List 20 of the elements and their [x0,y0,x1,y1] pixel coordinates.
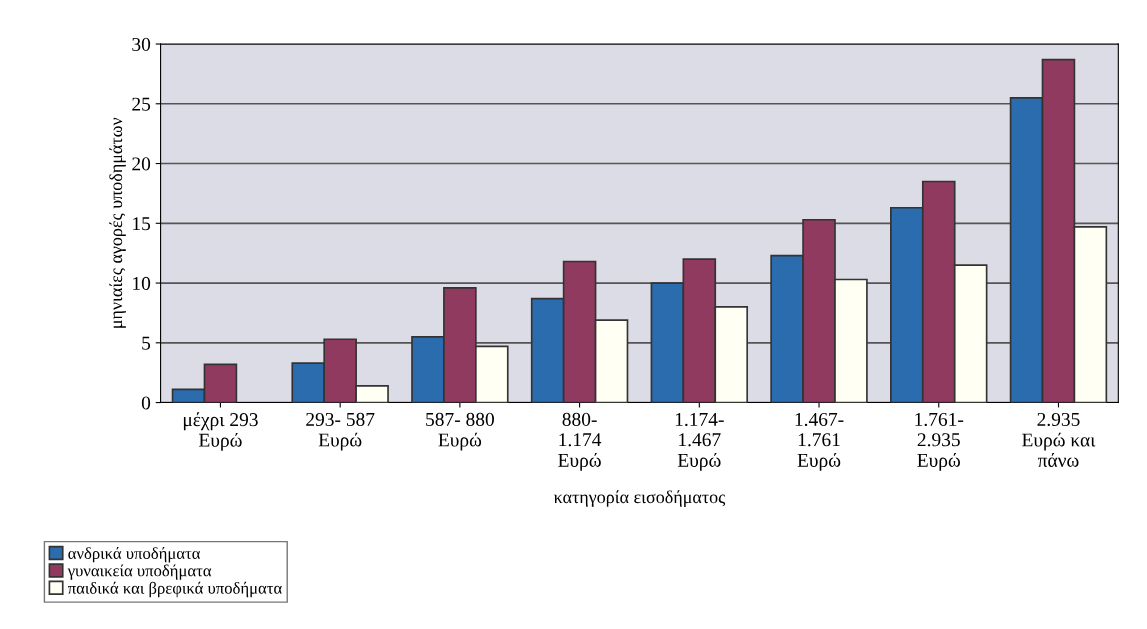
y-tick-label: 15 [133,217,151,231]
x-tick-label: 1.761- 2.935 Ευρώ [915,412,964,471]
y-tick-label: 20 [132,157,151,171]
x-tick-label: 2.935 Ευρώ και πάνω [1022,412,1096,467]
x-tick-label: 293- 587 Ευρώ [306,412,375,451]
legend-label: ανδρικά υποδήματα [68,547,201,563]
legend-label: γυναικεία υποδήματα [67,564,212,580]
y-tick-label: 25 [132,97,151,111]
x-tick-label: 587- 880 Ευρώ [426,412,494,451]
y-tick-label: 30 [132,37,151,51]
x-tick-label: 1.174- 1.467 Ευρώ [675,412,724,471]
x-axis-title: κατηγορία εισοδήματος [553,490,726,507]
y-tick-label: 10 [133,276,151,290]
x-tick-label: 880- 1.174 Ευρώ [558,412,602,471]
y-tick-label: 5 [142,336,151,350]
x-tick-label: 1.467- 1.761 Ευρώ [795,412,844,471]
legend-label: παιδικά και βρεφικά υποδήματα [67,581,282,598]
y-tick-label: 0 [141,396,151,410]
x-tick-label: μέχρι 293 Ευρώ [183,412,258,451]
y-axis-title: μηνιαίες αγορές υποδημάτων [109,117,126,328]
